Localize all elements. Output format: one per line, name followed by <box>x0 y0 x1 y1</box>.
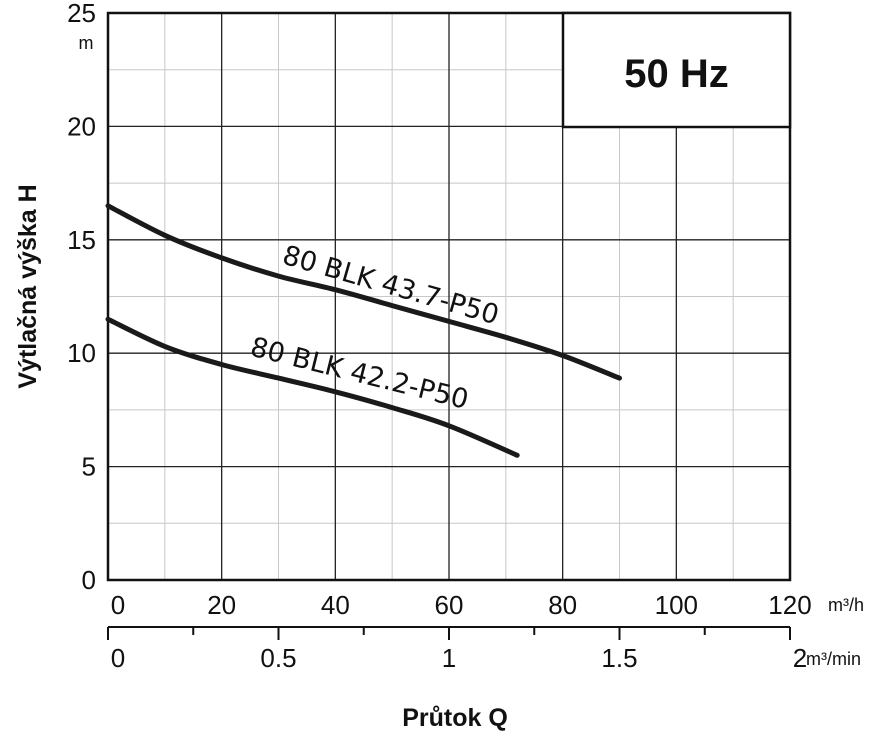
x-secondary-tick-label: 1.5 <box>601 643 637 673</box>
x-axis-primary-unit: m³/h <box>828 595 864 615</box>
x-secondary-tick-label: 0.5 <box>260 643 296 673</box>
y-tick-label: 15 <box>67 225 96 255</box>
x-tick-label: 40 <box>321 590 350 620</box>
y-tick-label: 20 <box>67 111 96 141</box>
x-tick-label: 60 <box>435 590 464 620</box>
plot-frame <box>106 11 792 582</box>
x-tick-label: 0 <box>111 590 125 620</box>
pump-curve-line <box>105 203 622 381</box>
frequency-label: 50 Hz <box>624 52 729 96</box>
frequency-box-frame <box>561 11 792 129</box>
major-grid <box>108 13 790 580</box>
y-axis-unit: m <box>79 33 94 53</box>
x-axis-secondary-ticks: 0 0.5 1 1.5 2 <box>107 627 807 673</box>
y-tick-label: 0 <box>82 565 96 595</box>
curve-label: 80 BLK 42.2-P50 <box>247 332 471 416</box>
pump-curve-line <box>105 316 520 458</box>
y-tick-label: 25 <box>67 0 96 28</box>
pump-curves <box>105 203 622 458</box>
y-axis-title: Výtlačná výška H <box>14 184 42 388</box>
x-tick-label: 100 <box>655 590 698 620</box>
x-secondary-tick-label: 1 <box>442 643 456 673</box>
x-tick-label: 20 <box>207 590 236 620</box>
y-axis-ticks: 0 5 10 15 20 25 <box>67 0 96 595</box>
x-secondary-tick-label: 2 <box>793 643 807 673</box>
x-axis-primary-ticks: 0 20 40 60 80 100 120 <box>111 590 812 620</box>
y-tick-label: 10 <box>67 338 96 368</box>
x-secondary-tick-label: 0 <box>111 643 125 673</box>
frequency-box: 50 Hz <box>561 11 792 129</box>
x-axis-title: Průtok Q <box>402 704 508 731</box>
x-axis-secondary-unit: m³/min <box>806 649 861 669</box>
x-tick-label: 80 <box>548 590 577 620</box>
x-tick-label: 120 <box>768 590 811 620</box>
y-tick-label: 5 <box>82 452 96 482</box>
